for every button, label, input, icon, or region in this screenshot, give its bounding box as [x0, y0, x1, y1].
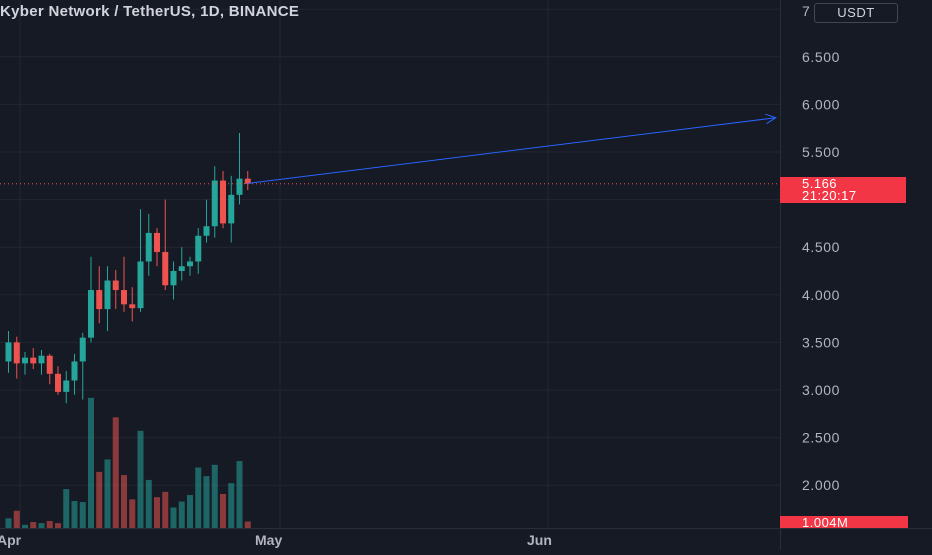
price-tick-label: 4.500 — [802, 239, 840, 255]
candle-body — [38, 355, 45, 364]
time-tick-label: Jun — [527, 532, 552, 548]
candle-body — [195, 235, 202, 262]
candle-body — [162, 251, 169, 286]
candle-body — [220, 180, 226, 224]
price-tick-label: 7 — [802, 3, 810, 19]
price-tick-label: 5.500 — [802, 144, 840, 160]
grid — [0, 0, 780, 528]
candle-body — [187, 261, 193, 267]
volume-bar — [121, 475, 127, 528]
volume-bar — [228, 483, 235, 528]
last-price-value: 5.166 — [802, 175, 838, 191]
candle-body — [112, 280, 119, 291]
volume-bar — [63, 489, 70, 528]
price-tick-label: 6.500 — [802, 49, 840, 65]
price-tick-label: 4.000 — [802, 287, 840, 303]
currency-selector[interactable]: USDT — [814, 3, 898, 23]
candle-body — [104, 280, 111, 310]
candle-body — [55, 373, 61, 392]
volume-bar — [38, 523, 45, 528]
time-tick-label: Apr — [0, 532, 22, 548]
volume-bar — [96, 471, 103, 528]
volume-bar — [104, 459, 111, 528]
last-volume-label: 1.004M — [780, 516, 908, 528]
volume-bar — [112, 417, 119, 528]
price-axis[interactable]: 6.500 6.000 5.500 4.500 4.000 3.500 3.000 2.500… — [780, 0, 841, 550]
chart-title: Kyber Network / TetherUS, 1D, BINANCE — [0, 3, 300, 20]
volume-bar — [30, 522, 37, 528]
time-tick-label: May — [255, 532, 282, 548]
candle-body — [88, 290, 94, 338]
candle-body — [178, 266, 185, 271]
overlays — [0, 113, 780, 185]
candle-body — [236, 178, 243, 195]
volume-bar — [22, 524, 28, 528]
volume-bar — [187, 495, 193, 528]
candle-body — [170, 271, 177, 286]
volume-bar — [244, 521, 251, 528]
volume-bar — [79, 502, 86, 528]
candle-body — [5, 342, 12, 362]
volume-bar — [203, 476, 210, 528]
volume-bar — [88, 397, 94, 528]
candle-body — [211, 180, 218, 227]
volume-bar — [211, 464, 218, 528]
time-axis[interactable]: Apr May Jun — [0, 528, 932, 549]
candle-body — [46, 355, 53, 374]
volume-bar — [5, 518, 12, 528]
volume-bar — [170, 507, 177, 528]
candle-body — [13, 342, 20, 364]
volume-bar — [154, 497, 160, 528]
volume-bar — [46, 520, 53, 528]
volume-bar — [195, 467, 202, 528]
volume-bar — [55, 523, 61, 528]
price-tick-label: 3.500 — [802, 334, 840, 350]
candle-body — [228, 194, 235, 224]
candle-body — [154, 232, 160, 252]
volume-bar — [71, 501, 78, 528]
volume-bar — [129, 499, 136, 528]
candle-body — [137, 261, 144, 309]
candle-body — [71, 361, 78, 381]
candle-body — [203, 226, 210, 236]
price-tick-label: 2.500 — [802, 430, 840, 446]
last-price-label: 5.166 21:20:17 — [780, 175, 906, 203]
volume-bar — [137, 430, 144, 528]
price-tick-label: 6.000 — [802, 96, 840, 112]
volume-bar — [162, 491, 169, 528]
candle-body — [79, 337, 86, 362]
bar-countdown: 21:20:17 — [802, 187, 857, 203]
volume-bar — [178, 501, 185, 528]
candle-body — [129, 304, 136, 309]
trend-line — [247, 117, 776, 184]
volume-bars — [5, 397, 251, 528]
candle-body — [244, 178, 251, 184]
volume-bar — [220, 493, 226, 528]
candle-body — [30, 357, 37, 364]
candle-body — [121, 290, 127, 305]
price-tick-label: 3.000 — [802, 382, 840, 398]
candle-body — [96, 290, 103, 310]
candle-body — [63, 380, 70, 392]
price-tick-label: 2.000 — [802, 477, 840, 493]
candle-body — [22, 357, 28, 364]
candle-body — [145, 232, 152, 262]
volume-bar — [236, 461, 243, 528]
volume-bar — [145, 479, 152, 528]
trend-line-arrowhead — [765, 113, 777, 125]
candles — [5, 132, 251, 404]
volume-bar — [13, 510, 20, 528]
